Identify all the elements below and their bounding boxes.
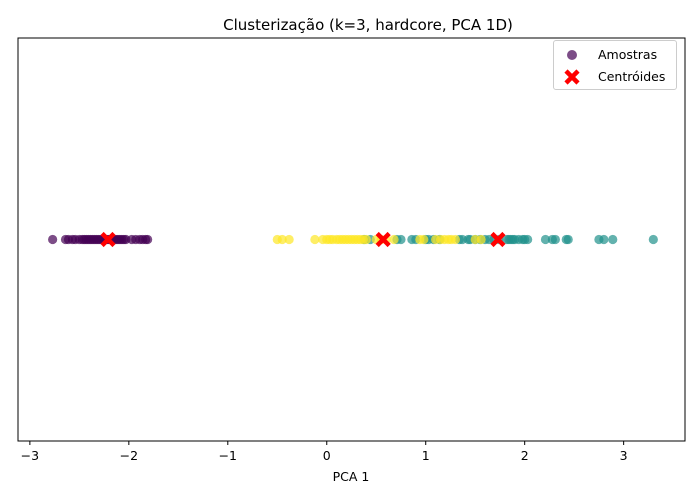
x-tick-label: 2 — [521, 448, 529, 463]
data-point-cluster-1 — [608, 234, 618, 245]
data-point-cluster-1 — [540, 234, 551, 245]
x-axis-ticks: −3 −2 −1 0 1 2 3 — [21, 441, 628, 463]
data-point-cluster-2 — [277, 234, 287, 245]
legend-centroids-label: Centróides — [598, 69, 666, 84]
legend: Amostras Centróides — [553, 40, 677, 90]
x-tick-label: −1 — [219, 448, 237, 463]
data-point-cluster-2 — [310, 234, 320, 245]
chart-title: Clusterização (k=3, hardcore, PCA 1D) — [223, 16, 513, 34]
legend-samples-label: Amostras — [598, 47, 658, 62]
data-point-cluster-1 — [550, 234, 560, 245]
x-tick-label: 0 — [323, 448, 331, 463]
plot-frame — [17, 37, 686, 442]
data-point-cluster-1 — [523, 234, 533, 245]
data-point-cluster-2 — [361, 234, 371, 245]
x-tick-label: −2 — [120, 448, 138, 463]
legend-samples-marker — [567, 50, 577, 60]
x-tick-label: 1 — [422, 448, 430, 463]
legend-item-samples: Amostras — [554, 45, 676, 65]
data-point-cluster-1 — [599, 234, 609, 245]
legend-item-centroids: Centróides — [554, 67, 676, 87]
data-point-cluster-2 — [450, 234, 461, 245]
x-tick-label: 3 — [620, 448, 628, 463]
centroid-marker — [490, 231, 506, 248]
data-point-cluster-0 — [143, 234, 153, 245]
legend-centroids-marker — [564, 69, 580, 85]
centroid-marker — [100, 231, 116, 248]
x-axis-label: PCA 1 — [333, 469, 370, 484]
data-point-cluster-0 — [48, 234, 58, 245]
data-point-cluster-2 — [389, 234, 399, 245]
data-point-cluster-1 — [563, 234, 573, 245]
data-point-cluster-2 — [419, 234, 429, 245]
data-points — [48, 234, 658, 245]
x-tick-label: −3 — [21, 448, 39, 463]
data-point-cluster-2 — [476, 234, 486, 245]
data-point-cluster-1 — [648, 234, 658, 245]
data-point-cluster-2 — [284, 234, 294, 245]
centroid-markers — [100, 231, 506, 248]
centroid-marker — [375, 231, 391, 248]
data-point-cluster-1 — [396, 234, 406, 245]
